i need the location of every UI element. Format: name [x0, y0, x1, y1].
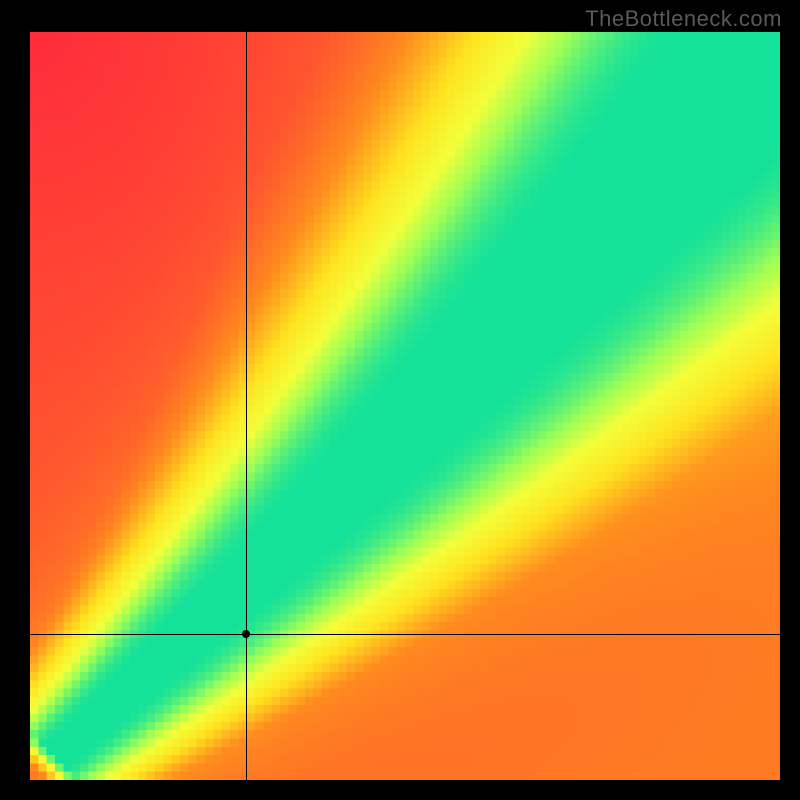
heatmap-canvas [30, 32, 780, 780]
watermark-label: TheBottleneck.com [585, 6, 782, 32]
crosshair-vertical [246, 32, 247, 780]
crosshair-horizontal [30, 634, 780, 635]
figure-root: TheBottleneck.com [0, 0, 800, 800]
heatmap-plot[interactable] [30, 32, 780, 780]
